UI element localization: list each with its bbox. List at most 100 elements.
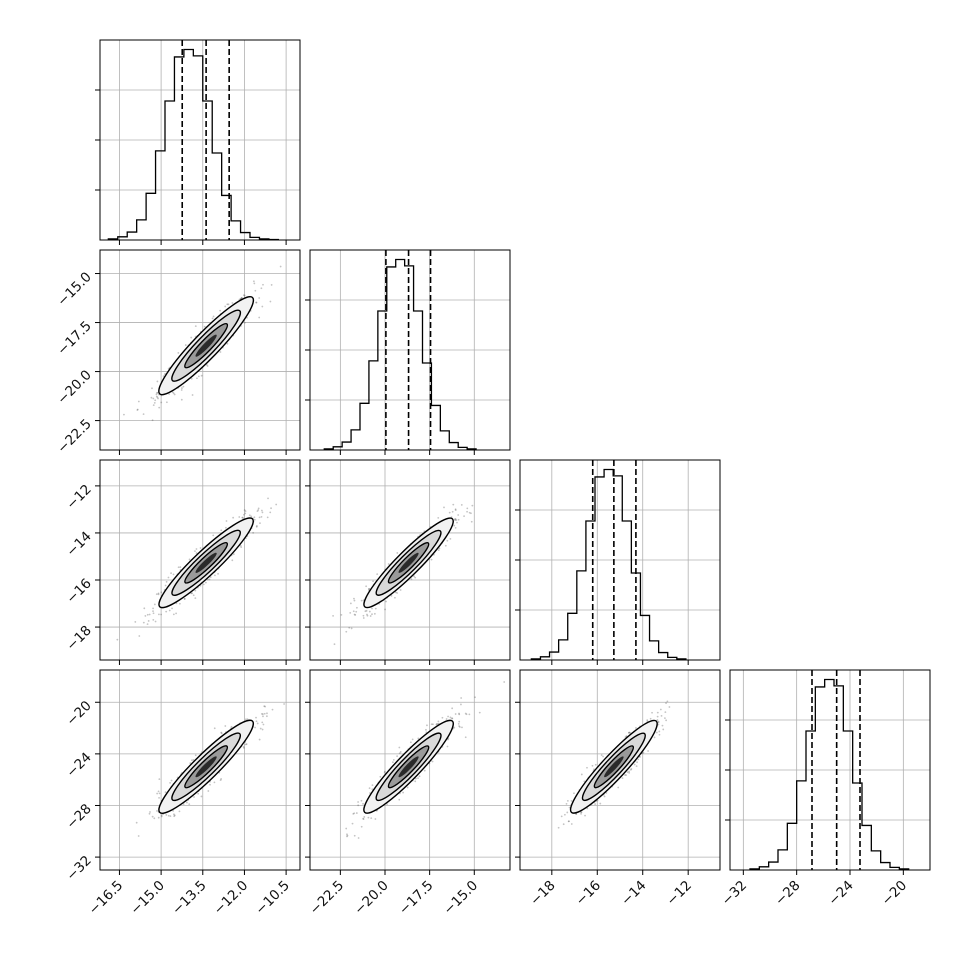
contour-line bbox=[387, 745, 430, 789]
x-tick-label: −12 bbox=[664, 878, 695, 909]
scatter-point bbox=[158, 778, 161, 781]
scatter-point bbox=[172, 613, 175, 616]
scatter-point bbox=[562, 823, 565, 826]
x-tick-label: −24 bbox=[825, 878, 856, 909]
scatter-point bbox=[231, 302, 234, 304]
scatter-point bbox=[353, 599, 356, 602]
scatter-point bbox=[207, 790, 210, 792]
scatter-point bbox=[243, 321, 246, 324]
scatter-point bbox=[264, 705, 267, 708]
scatter-point bbox=[157, 592, 160, 595]
scatter-point bbox=[165, 814, 168, 816]
scatter-point bbox=[173, 814, 176, 817]
scatter-point bbox=[637, 758, 640, 761]
scatter-panel-2-1 bbox=[305, 459, 511, 661]
scatter-point bbox=[160, 613, 163, 616]
scatter-point bbox=[413, 575, 415, 578]
scatter-point bbox=[371, 613, 373, 616]
scatter-point bbox=[172, 573, 175, 576]
scatter-point bbox=[164, 791, 167, 794]
scatter-point bbox=[206, 365, 209, 367]
histogram-panel-0 bbox=[95, 39, 301, 241]
histogram-step bbox=[530, 468, 687, 660]
scatter-point bbox=[173, 815, 176, 818]
scatter-point bbox=[116, 638, 119, 641]
scatter-point bbox=[666, 700, 669, 703]
scatter-point bbox=[449, 537, 452, 540]
scatter-point bbox=[186, 801, 188, 804]
scatter-point bbox=[250, 515, 253, 518]
scatter-point bbox=[252, 531, 255, 534]
scatter-point bbox=[466, 510, 468, 513]
scatter-point bbox=[239, 544, 242, 547]
scatter-point bbox=[355, 812, 358, 814]
scatter-point bbox=[368, 587, 370, 590]
scatter-point bbox=[165, 580, 168, 583]
scatter-point bbox=[204, 581, 207, 584]
scatter-point bbox=[340, 613, 343, 616]
scatter-point bbox=[238, 516, 241, 518]
scatter-point bbox=[665, 719, 668, 722]
scatter-panel-2-0: −12 −14 −16 −18 bbox=[63, 459, 301, 661]
scatter-point bbox=[454, 508, 457, 511]
scatter-point bbox=[664, 717, 666, 720]
scatter-point bbox=[629, 768, 632, 771]
x-axis-2-2 bbox=[551, 660, 689, 665]
scatter-point bbox=[230, 725, 233, 728]
scatter-point bbox=[158, 797, 160, 799]
scatter-point bbox=[390, 594, 393, 597]
scatter-point bbox=[195, 552, 198, 554]
scatter-point bbox=[448, 511, 451, 514]
y-tick-label: −17.5 bbox=[54, 318, 95, 359]
scatter-point bbox=[152, 612, 155, 615]
scatter-point bbox=[570, 800, 573, 802]
scatter-point bbox=[560, 815, 563, 818]
scatter-point bbox=[181, 387, 183, 389]
scatter-point bbox=[137, 835, 140, 837]
x-axis-1-1 bbox=[339, 450, 475, 455]
scatter-point bbox=[137, 400, 140, 403]
y-tick-label: −28 bbox=[63, 801, 94, 832]
scatter-point bbox=[152, 607, 154, 610]
scatter-point bbox=[245, 743, 248, 745]
scatter-point bbox=[646, 719, 649, 722]
scatter-point bbox=[217, 572, 219, 575]
scatter-point bbox=[171, 607, 173, 610]
scatter-point bbox=[658, 733, 661, 736]
scatter-point bbox=[180, 398, 183, 401]
scatter-point bbox=[566, 811, 569, 814]
scatter-point bbox=[266, 712, 268, 715]
x-tick-label: −15.0 bbox=[441, 878, 482, 919]
scatter-point bbox=[202, 583, 205, 586]
contour-line bbox=[184, 541, 229, 584]
contour-line bbox=[171, 529, 241, 597]
scatter-point bbox=[190, 336, 193, 339]
scatter-point bbox=[586, 807, 589, 810]
y-tick-label: −22.5 bbox=[54, 416, 95, 457]
scatter-point bbox=[653, 736, 656, 739]
scatter-point bbox=[565, 802, 568, 805]
scatter-point bbox=[605, 792, 608, 794]
scatter-point bbox=[134, 621, 137, 623]
scatter-point bbox=[584, 814, 586, 817]
scatter-point bbox=[167, 576, 170, 579]
scatter-point bbox=[454, 509, 457, 512]
scatter-point bbox=[398, 746, 401, 749]
scatter-point bbox=[246, 718, 249, 721]
scatter-point bbox=[664, 711, 667, 713]
scatter-point bbox=[463, 515, 465, 518]
scatter-point bbox=[580, 811, 582, 814]
scatter-point bbox=[212, 534, 215, 537]
scatter-point bbox=[355, 610, 358, 613]
scatter-point bbox=[220, 731, 223, 734]
scatter-panel-1-0: −15.0 −17.5 −20.0 −22.5 bbox=[54, 249, 301, 457]
scatter-point bbox=[659, 708, 662, 711]
scatter-point bbox=[262, 723, 265, 726]
scatter-point bbox=[266, 516, 269, 519]
scatter-point bbox=[454, 713, 457, 715]
scatter-point bbox=[453, 524, 456, 527]
scatter-point bbox=[447, 738, 449, 741]
scatter-point bbox=[346, 835, 348, 838]
contour-line bbox=[171, 732, 242, 802]
scatter-point bbox=[197, 792, 200, 795]
